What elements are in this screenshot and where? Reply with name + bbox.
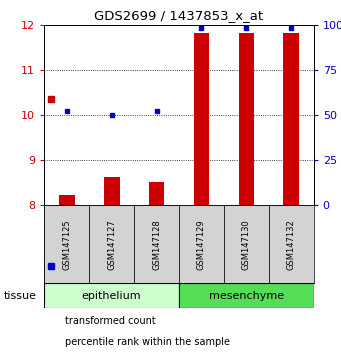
Text: GSM147130: GSM147130: [242, 219, 251, 270]
Bar: [224, 205, 269, 283]
Bar: [44, 205, 89, 283]
Text: GSM147127: GSM147127: [107, 219, 116, 270]
Bar: [269, 205, 314, 283]
Bar: [179, 283, 314, 308]
Text: mesenchyme: mesenchyme: [209, 291, 284, 301]
Bar: [89, 205, 134, 283]
Text: GSM147128: GSM147128: [152, 219, 161, 270]
Text: tissue: tissue: [3, 291, 36, 301]
Title: GDS2699 / 1437853_x_at: GDS2699 / 1437853_x_at: [94, 9, 264, 22]
Bar: [194, 33, 209, 205]
Bar: [134, 205, 179, 283]
Bar: [104, 177, 120, 205]
Text: percentile rank within the sample: percentile rank within the sample: [65, 337, 230, 348]
Text: transformed count: transformed count: [65, 316, 155, 326]
Bar: [179, 205, 224, 283]
Bar: [238, 33, 254, 205]
Text: GSM147125: GSM147125: [62, 219, 71, 270]
Bar: [283, 33, 299, 205]
Text: GSM147132: GSM147132: [287, 219, 296, 270]
Bar: [44, 283, 179, 308]
Bar: [59, 195, 75, 205]
Bar: [149, 182, 164, 205]
Text: GSM147129: GSM147129: [197, 219, 206, 270]
Text: epithelium: epithelium: [82, 291, 142, 301]
